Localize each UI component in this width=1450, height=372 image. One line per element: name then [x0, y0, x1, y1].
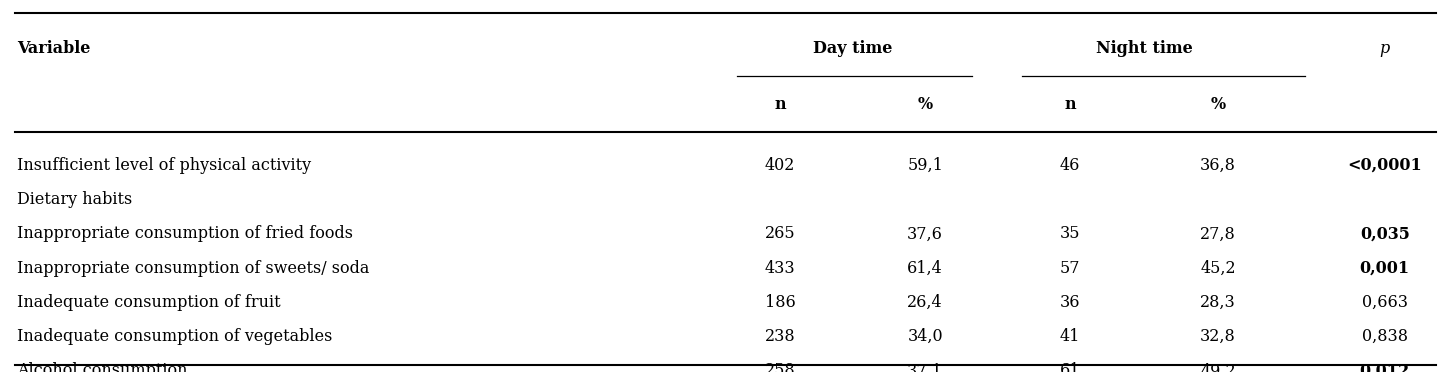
Text: Inadequate consumption of fruit: Inadequate consumption of fruit: [17, 294, 281, 311]
Text: 61: 61: [1060, 362, 1080, 372]
Text: 57: 57: [1060, 260, 1080, 277]
Text: Inadequate consumption of vegetables: Inadequate consumption of vegetables: [17, 328, 332, 345]
Text: 35: 35: [1060, 225, 1080, 243]
Text: %: %: [918, 96, 932, 113]
Text: Dietary habits: Dietary habits: [17, 191, 132, 208]
Text: 61,4: 61,4: [908, 260, 943, 277]
Text: Insufficient level of physical activity: Insufficient level of physical activity: [17, 157, 312, 174]
Text: 0,012: 0,012: [1360, 362, 1409, 372]
Text: <0,0001: <0,0001: [1347, 157, 1422, 174]
Text: n: n: [1064, 96, 1076, 113]
Text: n: n: [774, 96, 786, 113]
Text: 59,1: 59,1: [908, 157, 943, 174]
Text: 41: 41: [1060, 328, 1080, 345]
Text: 26,4: 26,4: [908, 294, 943, 311]
Text: 27,8: 27,8: [1201, 225, 1235, 243]
Text: Alcohol consumption: Alcohol consumption: [17, 362, 189, 372]
Text: 32,8: 32,8: [1201, 328, 1235, 345]
Text: Inappropriate consumption of fried foods: Inappropriate consumption of fried foods: [17, 225, 354, 243]
Text: 49,2: 49,2: [1201, 362, 1235, 372]
Text: 28,3: 28,3: [1201, 294, 1235, 311]
Text: 258: 258: [764, 362, 796, 372]
Text: 36,8: 36,8: [1201, 157, 1235, 174]
Text: 265: 265: [764, 225, 796, 243]
Text: 0,035: 0,035: [1360, 225, 1409, 243]
Text: 0,838: 0,838: [1362, 328, 1408, 345]
Text: 46: 46: [1060, 157, 1080, 174]
Text: 186: 186: [764, 294, 796, 311]
Text: 238: 238: [764, 328, 796, 345]
Text: Night time: Night time: [1096, 40, 1192, 57]
Text: 37,1: 37,1: [908, 362, 943, 372]
Text: 433: 433: [764, 260, 796, 277]
Text: 0,663: 0,663: [1362, 294, 1408, 311]
Text: 45,2: 45,2: [1201, 260, 1235, 277]
Text: %: %: [1211, 96, 1225, 113]
Text: 0,001: 0,001: [1360, 260, 1409, 277]
Text: p: p: [1379, 40, 1391, 57]
Text: 36: 36: [1060, 294, 1080, 311]
Text: Inappropriate consumption of sweets/ soda: Inappropriate consumption of sweets/ sod…: [17, 260, 370, 277]
Text: Variable: Variable: [17, 40, 91, 57]
Text: Day time: Day time: [813, 40, 892, 57]
Text: 37,6: 37,6: [908, 225, 943, 243]
Text: 402: 402: [766, 157, 795, 174]
Text: 34,0: 34,0: [908, 328, 943, 345]
